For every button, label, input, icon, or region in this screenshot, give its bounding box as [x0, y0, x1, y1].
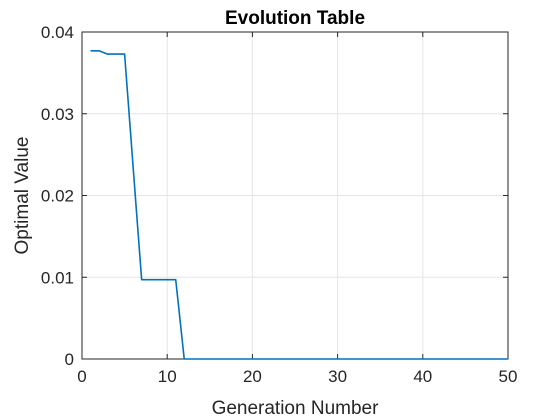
series-line [90, 49, 508, 360]
data-point [396, 358, 398, 360]
data-point [277, 358, 279, 360]
data-point [286, 358, 288, 360]
x-axis-label: Generation Number [212, 398, 380, 419]
chart-title: Evolution Table [225, 8, 365, 29]
data-point [90, 50, 92, 52]
data-point [158, 279, 160, 281]
data-point [98, 50, 100, 52]
y-tick-label: 0.03 [41, 105, 74, 124]
data-point [337, 358, 339, 360]
grid [81, 31, 509, 360]
data-point [371, 358, 373, 360]
data-point [294, 358, 296, 360]
y-tick-label: 0.02 [41, 187, 74, 206]
data-point [328, 358, 330, 360]
data-point [499, 358, 501, 360]
data-point [209, 358, 211, 360]
y-tick-label: 0.04 [41, 23, 74, 42]
data-point [439, 358, 441, 360]
data-point [490, 358, 492, 360]
y-tick-label: 0 [65, 350, 74, 369]
data-point [260, 358, 262, 360]
data-point [311, 358, 313, 360]
data-point [243, 358, 245, 360]
data-point [192, 358, 194, 360]
data-point [507, 358, 509, 360]
y-axis-label: Optimal Value [12, 137, 33, 255]
data-point [388, 358, 390, 360]
data-point [183, 358, 185, 360]
x-tick-label: 50 [499, 367, 518, 386]
x-tick-label: 30 [328, 367, 347, 386]
data-point [422, 358, 424, 360]
data-point [345, 358, 347, 360]
data-point [354, 358, 356, 360]
x-tick-label: 0 [77, 367, 86, 386]
data-point [166, 279, 168, 281]
data-point [303, 358, 305, 360]
data-point [320, 358, 322, 360]
data-point [218, 358, 220, 360]
data-point [141, 279, 143, 281]
x-tick-label: 40 [413, 367, 432, 386]
y-tick-label: 0.01 [41, 268, 74, 287]
data-point [115, 53, 117, 55]
data-point [465, 358, 467, 360]
data-point [107, 53, 109, 55]
data-point [132, 166, 134, 168]
series-layer [90, 49, 509, 360]
data-point [124, 53, 126, 55]
data-point [405, 358, 407, 360]
axis-ticks: 0 10 20 30 40 50 0 0.01 0.02 0.03 0.04 [41, 23, 518, 386]
data-point [379, 358, 381, 360]
data-point [456, 358, 458, 360]
data-point [252, 358, 254, 360]
data-point [482, 358, 484, 360]
data-point [200, 358, 202, 360]
data-point [362, 358, 364, 360]
data-point [413, 358, 415, 360]
x-tick-label: 20 [243, 367, 262, 386]
data-point [448, 358, 450, 360]
data-point [226, 358, 228, 360]
data-point [235, 358, 237, 360]
data-point [269, 358, 271, 360]
data-point [473, 358, 475, 360]
data-point [431, 358, 433, 360]
x-tick-label: 10 [158, 367, 177, 386]
data-point [149, 279, 151, 281]
data-point [175, 279, 177, 281]
